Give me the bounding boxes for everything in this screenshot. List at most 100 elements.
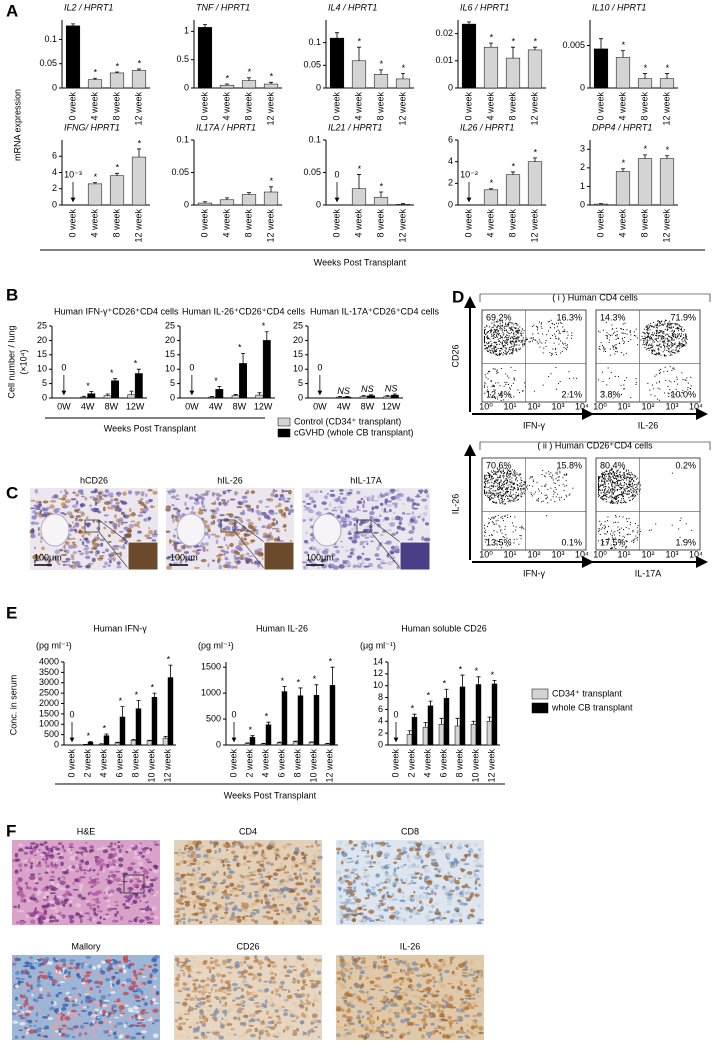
y-tick-label: 0 bbox=[184, 199, 189, 209]
cell bbox=[311, 859, 317, 863]
cell bbox=[51, 871, 55, 874]
event bbox=[627, 493, 629, 495]
event bbox=[514, 471, 516, 473]
cell bbox=[234, 559, 237, 563]
cell bbox=[291, 864, 295, 869]
event bbox=[490, 344, 492, 346]
event bbox=[680, 345, 682, 347]
cell bbox=[43, 909, 48, 915]
event bbox=[490, 475, 492, 477]
error-bar bbox=[511, 171, 515, 175]
cell bbox=[79, 883, 84, 888]
bar bbox=[127, 394, 136, 399]
event bbox=[655, 334, 657, 336]
event bbox=[658, 352, 660, 354]
cell bbox=[248, 558, 253, 563]
event bbox=[609, 354, 611, 356]
event bbox=[614, 484, 616, 486]
event bbox=[671, 345, 673, 347]
event bbox=[609, 491, 611, 493]
bar bbox=[292, 741, 299, 746]
event bbox=[626, 491, 628, 493]
legend-label: CD34⁺ transplant bbox=[552, 688, 622, 698]
event bbox=[614, 530, 616, 532]
event bbox=[624, 481, 626, 483]
cell bbox=[31, 515, 37, 520]
event bbox=[600, 523, 602, 525]
event bbox=[488, 540, 490, 542]
event bbox=[497, 321, 499, 323]
event bbox=[598, 496, 599, 498]
event bbox=[568, 378, 570, 380]
event bbox=[502, 354, 504, 356]
cell bbox=[134, 885, 139, 888]
event bbox=[511, 495, 513, 497]
cell bbox=[171, 514, 175, 519]
event bbox=[512, 337, 514, 339]
cell bbox=[123, 872, 128, 875]
event bbox=[602, 473, 604, 475]
cell bbox=[101, 551, 105, 554]
cell bbox=[172, 507, 179, 511]
x-tick-label: 8 week bbox=[454, 749, 464, 778]
y-tick-label: 8 bbox=[378, 692, 383, 702]
event bbox=[528, 484, 530, 486]
event bbox=[563, 347, 565, 349]
event bbox=[484, 329, 485, 331]
event bbox=[493, 321, 495, 323]
cell bbox=[352, 510, 355, 512]
cell bbox=[69, 868, 75, 872]
cell bbox=[202, 494, 209, 496]
event bbox=[498, 494, 500, 496]
event bbox=[654, 350, 656, 352]
error-bar bbox=[379, 191, 383, 198]
event bbox=[502, 520, 504, 522]
cell bbox=[257, 517, 261, 521]
event bbox=[542, 469, 544, 471]
event bbox=[644, 333, 646, 335]
cell bbox=[54, 847, 61, 851]
cell bbox=[136, 521, 141, 524]
event bbox=[651, 350, 653, 352]
cell bbox=[380, 494, 386, 498]
event bbox=[661, 330, 663, 332]
event bbox=[641, 335, 643, 337]
cell bbox=[235, 545, 242, 551]
event bbox=[501, 489, 503, 491]
cell bbox=[236, 915, 241, 919]
significance-mark: * bbox=[269, 72, 273, 82]
event bbox=[661, 346, 663, 348]
cell bbox=[282, 514, 287, 519]
event bbox=[550, 487, 552, 489]
event bbox=[666, 325, 668, 327]
cell bbox=[194, 847, 201, 851]
cell bbox=[362, 545, 366, 549]
cell bbox=[218, 847, 222, 853]
cell bbox=[411, 504, 414, 509]
event bbox=[628, 493, 630, 495]
cell bbox=[89, 504, 92, 507]
event bbox=[600, 342, 602, 344]
event bbox=[612, 345, 614, 347]
event bbox=[562, 326, 564, 328]
error-bar bbox=[665, 155, 669, 159]
event bbox=[601, 498, 603, 500]
bar bbox=[65, 25, 81, 89]
cell bbox=[84, 861, 90, 866]
panel-letter: E bbox=[6, 603, 17, 622]
event bbox=[503, 345, 505, 347]
bar bbox=[98, 743, 105, 746]
event bbox=[618, 479, 620, 481]
cell bbox=[64, 488, 67, 493]
event bbox=[500, 486, 502, 488]
chart-title: Human IL-17A⁺CD26⁺CD4 cells bbox=[310, 306, 440, 316]
x-tick-label: 12W bbox=[254, 401, 273, 411]
cell bbox=[84, 522, 92, 526]
event bbox=[499, 354, 501, 356]
event bbox=[603, 479, 605, 481]
cell bbox=[172, 518, 175, 524]
cell bbox=[60, 861, 64, 867]
error-bar bbox=[120, 706, 125, 717]
cell bbox=[103, 494, 108, 498]
x-tick-label: 0 week bbox=[595, 92, 605, 121]
